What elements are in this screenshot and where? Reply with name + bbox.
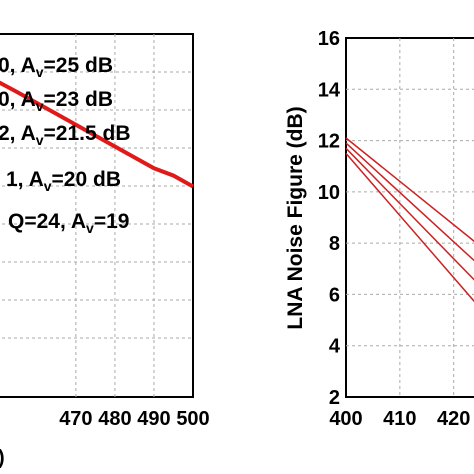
- legend-entry: 0, Av=25 dB: [0, 54, 113, 80]
- legend-entry-text: 0, A: [0, 88, 36, 111]
- right-series-line: [345, 142, 474, 262]
- right-y-tick-label: 16: [318, 28, 340, 50]
- legend-entry-value: =21.5 dB: [44, 122, 131, 145]
- right-gridlines: [346, 38, 474, 397]
- right-x-tick-label: 400: [329, 408, 362, 430]
- legend-entry-text: Q=24, A: [8, 210, 86, 233]
- right-y-tick-label: 2: [329, 387, 340, 409]
- left-x-tick-label: 470: [59, 408, 92, 430]
- legend-entry-subscript: v: [36, 98, 44, 114]
- legend-entry-value: =19: [94, 210, 130, 233]
- right-y-tick-label: 4: [329, 336, 341, 358]
- right-y-axis-label: LNA Noise Figure (dB): [284, 106, 307, 329]
- legend-entry-text: 0, A: [0, 54, 36, 77]
- legend-entry-value: =25 dB: [44, 54, 113, 77]
- legend-entry-subscript: v: [36, 64, 44, 80]
- left-gridlines: [0, 34, 193, 397]
- left-x-ticks: 470 480 490 500: [59, 408, 209, 430]
- left-chart: 0, Av=25 dB0, Av=23 dB2, Av=21.5 dB1, Av…: [0, 33, 210, 469]
- legend-entry-value: =23 dB: [44, 88, 113, 111]
- legend-entry-text: 1, A: [6, 168, 44, 191]
- right-y-tick-label: 14: [318, 79, 341, 101]
- legend-entry-value: =20 dB: [52, 168, 121, 191]
- left-x-axis-label-fragment: ): [0, 447, 5, 469]
- right-chart: 2 4 6 8 10 12 14 16 400 410 420 LNA Noise Figure …: [284, 28, 474, 430]
- right-x-tick-label: 420: [437, 408, 470, 430]
- legend-entry: 0, Av=23 dB: [0, 88, 113, 114]
- right-x-tick-label: 410: [383, 408, 416, 430]
- left-legend: 0, Av=25 dB0, Av=23 dB2, Av=21.5 dB1, Av…: [0, 54, 131, 236]
- right-y-tick-label: 6: [329, 284, 340, 306]
- legend-entry-text: 2, A: [0, 122, 36, 145]
- right-y-tick-label: 8: [329, 233, 340, 255]
- right-y-tick-label: 12: [318, 131, 340, 153]
- right-series-line: [345, 147, 474, 281]
- right-y-tick-label: 10: [318, 182, 340, 204]
- right-y-ticks: 2 4 6 8 10 12 14 16: [318, 28, 341, 409]
- legend-entry: Q=24, Av=19: [8, 210, 129, 236]
- left-x-tick-label: 490: [137, 408, 170, 430]
- legend-entry-subscript: v: [86, 220, 94, 236]
- right-x-ticks: 400 410 420: [329, 408, 470, 430]
- right-plot-frame: [345, 37, 474, 398]
- legend-entry-subscript: v: [36, 132, 44, 148]
- left-x-tick-label: 480: [98, 408, 131, 430]
- legend-entry-subscript: v: [44, 178, 52, 194]
- legend-entry: 2, Av=21.5 dB: [0, 122, 131, 148]
- right-series-group: [345, 137, 474, 303]
- right-series-line: [345, 137, 474, 243]
- right-series-line: [345, 152, 474, 303]
- left-plot-frame: [0, 33, 194, 398]
- left-x-tick-label: 500: [176, 408, 209, 430]
- legend-entry: 1, Av=20 dB: [6, 168, 121, 194]
- left-series-line: [0, 80, 194, 189]
